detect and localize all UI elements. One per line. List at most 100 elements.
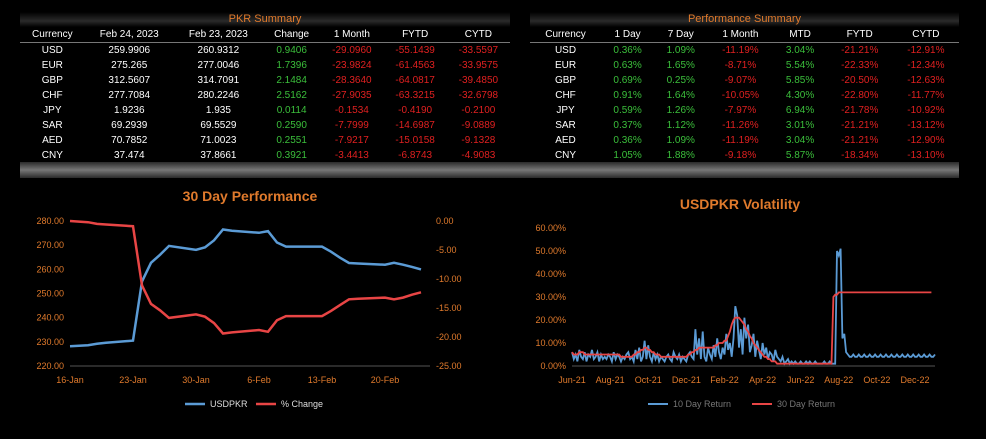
pkr-cell-chg: 0.2590 <box>276 120 307 131</box>
x-tick-label: 13-Feb <box>308 375 337 385</box>
pkr-cell-d2: 37.8661 <box>200 150 237 161</box>
perf-cell-d1: 0.63% <box>613 60 642 71</box>
pkr-cell-cytd: -9.0889 <box>461 120 496 131</box>
pkr-cell-fytd: -6.8743 <box>398 150 433 161</box>
pkr-cell-d2: 1.935 <box>205 105 231 116</box>
perf-cell-cur: CNY <box>554 150 577 161</box>
pkr-cell-d1: 312.5607 <box>108 75 151 86</box>
legend-label: USDPKR <box>210 399 248 409</box>
pkr-cell-fytd: -14.6987 <box>395 120 435 131</box>
perf-cell-d1: 0.36% <box>613 135 642 146</box>
perf-cell-cur: GBP <box>554 75 577 86</box>
pkr-cell-m1: -27.9035 <box>332 90 372 101</box>
y-tick-label-right: -10.00 <box>436 274 462 284</box>
perf-col-header: CYTD <box>892 27 959 43</box>
pkr-cell-cur: GBP <box>41 75 63 86</box>
table-row: JPY 0.59% 1.26% -7.97% 6.94% -21.78% -10.92% <box>530 103 959 118</box>
y-tick-label: 40.00% <box>535 269 566 279</box>
perf-cell-cytd: -12.63% <box>907 75 945 86</box>
pkr-cell-chg: 0.2551 <box>276 135 307 146</box>
chart-title-30day: 30 Day Performance <box>182 188 318 204</box>
legend-label: % Change <box>281 399 323 409</box>
perf-col-header: 7 Day <box>654 27 708 43</box>
x-tick-label: 16-Jan <box>56 375 84 385</box>
perf-cell-m1: -9.07% <box>724 75 757 86</box>
pkr-col-header: 1 Month <box>320 27 384 43</box>
perf-cell-fytd: -21.78% <box>841 105 879 116</box>
table-row: CHF 0.91% 1.64% -10.05% 4.30% -22.80% -11.77% <box>530 88 959 103</box>
perf-cell-d7: 1.26% <box>666 105 695 116</box>
pkr-cell-chg: 2.1484 <box>276 75 307 86</box>
pkr-cell-chg: 2.5162 <box>276 90 307 101</box>
y-tick-label: 30.00% <box>535 292 566 302</box>
pkr-cell-cur: EUR <box>41 60 63 71</box>
pkr-cell-cur: SAR <box>42 120 63 131</box>
pkr-cell-d2: 69.5529 <box>200 120 237 131</box>
performance-summary-table: Performance Summary Currency 1 Day 7 Day 1 … <box>530 12 959 163</box>
pkr-cell-chg: 0.0114 <box>276 105 307 116</box>
perf-cell-cytd: -11.77% <box>907 90 945 101</box>
x-tick-label: Apr-22 <box>749 375 776 385</box>
pkr-cell-fytd: -55.1439 <box>395 45 435 56</box>
y-tick-label: 60.00% <box>535 223 566 233</box>
perf-cell-d1: 0.36% <box>613 45 642 56</box>
pkr-cell-cytd: -39.4850 <box>458 75 499 86</box>
perf-col-header: FYTD <box>826 27 893 43</box>
perf-cell-fytd: -21.21% <box>841 45 879 56</box>
perf-cell-cytd: -10.92% <box>907 105 945 116</box>
perf-col-header: MTD <box>773 27 827 43</box>
pkr-col-header: Currency <box>20 27 85 43</box>
y-tick-label-left: 270.00 <box>36 240 64 250</box>
pkr-summary-table: PKR Summary Currency Feb 24, 2023 Feb 23, … <box>20 12 510 163</box>
pkr-cell-chg: 0.9406 <box>276 45 307 56</box>
x-tick-label: 30-Jan <box>182 375 210 385</box>
y-tick-label: 0.00% <box>540 361 566 371</box>
performance-summary-title: Performance Summary <box>530 12 959 27</box>
perf-cell-m1: -11.19% <box>722 45 759 56</box>
perf-cell-mtd: 6.94% <box>785 105 815 116</box>
y-tick-label-left: 260.00 <box>36 264 64 274</box>
x-tick-label: Dec-22 <box>901 375 930 385</box>
perf-cell-fytd: -21.21% <box>841 120 879 131</box>
y-tick-label-right: -5.00 <box>436 245 457 255</box>
pkr-cell-d1: 37.474 <box>113 150 145 161</box>
perf-cell-mtd: 5.54% <box>785 60 815 71</box>
table-row: USD 259.9906 260.9312 0.9406 -29.0960 -55.143… <box>20 43 510 59</box>
x-tick-label: Aug-21 <box>596 375 625 385</box>
y-tick-label-left: 220.00 <box>36 361 64 371</box>
y-tick-label-left: 250.00 <box>36 289 64 299</box>
perf-cell-cytd: -12.90% <box>907 135 945 146</box>
series-line <box>571 291 932 365</box>
x-tick-label: 20-Feb <box>371 375 400 385</box>
x-tick-label: Oct-22 <box>863 375 890 385</box>
pkr-summary-title: PKR Summary <box>20 12 510 27</box>
pkr-cell-d2: 260.9312 <box>197 45 240 56</box>
pkr-col-header: Feb 23, 2023 <box>173 27 263 43</box>
perf-cell-mtd: 5.85% <box>785 75 815 86</box>
pkr-cell-m1: -7.7999 <box>334 120 369 131</box>
perf-cell-d1: 1.05% <box>613 150 642 161</box>
table-row: CNY 37.474 37.8661 0.3921 -3.4413 -6.8743 -4.9… <box>20 148 510 163</box>
pkr-cell-cur: JPY <box>43 105 62 116</box>
chart-usdpkr-volatility: 0.00% 10.00% 20.00% 30.00% 40.00% 50.00% 60.00… <box>535 223 936 409</box>
pkr-cell-cytd: -9.1328 <box>461 135 496 146</box>
pkr-cell-d2: 314.7091 <box>197 75 240 86</box>
perf-cell-mtd: 3.04% <box>785 135 815 146</box>
pkr-cell-d1: 275.265 <box>111 60 148 71</box>
legend-label: 10 Day Return <box>673 399 731 409</box>
perf-col-header: Currency <box>530 27 602 43</box>
perf-cell-cytd: -13.10% <box>907 150 945 161</box>
x-tick-label: Dec-21 <box>672 375 701 385</box>
pkr-cell-d2: 280.2246 <box>197 90 240 101</box>
perf-cell-d1: 0.59% <box>613 105 642 116</box>
divider-strip <box>20 162 959 178</box>
pkr-cell-fytd: -0.4190 <box>398 105 433 116</box>
perf-cell-cur: SAR <box>555 120 576 131</box>
perf-cell-d7: 1.09% <box>666 135 695 146</box>
x-tick-label: 6-Feb <box>247 375 271 385</box>
pkr-cell-d1: 259.9906 <box>108 45 151 56</box>
chart-30day-performance: 220.00 230.00 240.00 250.00 260.00 270.00 280.… <box>36 216 462 409</box>
perf-cell-m1: -10.05% <box>721 90 760 101</box>
y-tick-label-left: 240.00 <box>36 313 64 323</box>
y-tick-label-right: 0.00 <box>436 216 454 226</box>
